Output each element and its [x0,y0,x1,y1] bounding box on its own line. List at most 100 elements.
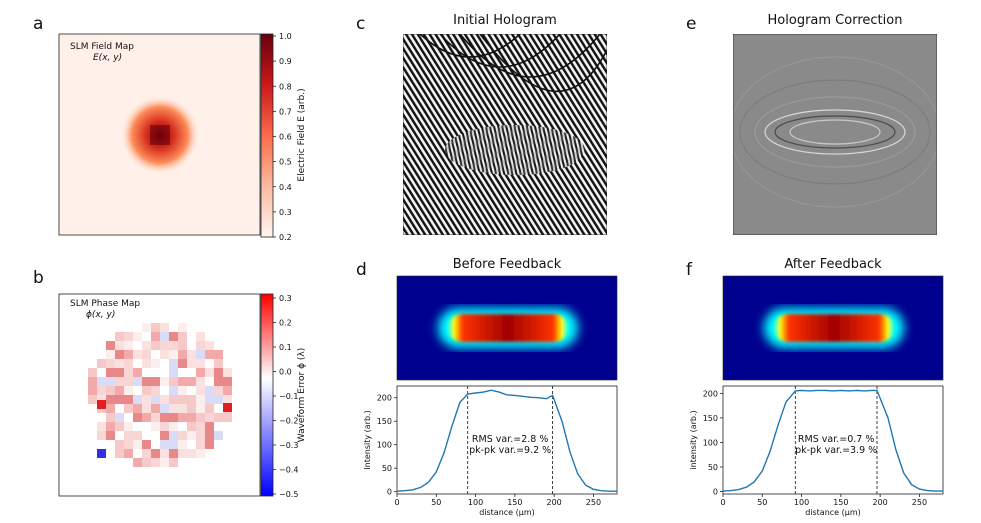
phase-pixel [178,350,187,359]
phase-pixel [178,404,187,413]
phase-pixel [124,386,133,395]
phase-pixel [115,368,124,377]
phase-pixel [88,377,97,386]
phase-pixel [106,368,115,377]
title-initial-hologram: Initial Hologram [453,13,557,28]
panel-letter-b: b [33,268,44,288]
phase-pixel [133,341,142,350]
field-map-label: SLM Field Map [70,42,134,52]
phase-colorbar-tick-label: 0.1 [279,343,292,352]
phase-pixel [169,386,178,395]
phase-pixel [151,377,160,386]
title-before-feedback: Before Feedback [452,257,562,272]
phase-pixel [169,413,178,422]
phase-pixel [133,395,142,404]
variance-annotation: pk-pk var.=3.9 % [795,445,877,456]
phase-pixel [187,413,196,422]
phase-pixel [169,404,178,413]
phase-pixel [187,350,196,359]
phase-pixel [151,332,160,341]
variance-annotation: pk-pk var.=9.2 % [469,445,551,456]
phase-pixel [142,422,151,431]
phase-map-label: SLM Phase Map [70,299,140,309]
phase-map [58,293,261,497]
phase-pixel [187,431,196,440]
title-after-feedback: After Feedback [784,257,882,272]
phase-pixel [88,413,97,422]
phase-pixel [187,332,196,341]
phase-pixel [106,413,115,422]
phase-pixel [88,404,97,413]
x-axis-label: distance (μm) [479,508,535,517]
phase-pixel [97,413,106,422]
phase-pixel [169,422,178,431]
y-tick-label: 0 [387,488,392,497]
phase-pixel [133,377,142,386]
x-tick-label: 100 [468,498,483,507]
phase-pixel [187,404,196,413]
phase-pixel [133,404,142,413]
phase-pixel [205,377,214,386]
phase-pixel [160,350,169,359]
phase-pixel [106,395,115,404]
phase-pixel [169,395,178,404]
phase-pixel [187,395,196,404]
phase-pixel [160,341,169,350]
phase-pixel [106,404,115,413]
phase-pixel [133,449,142,458]
phase-pixel [169,341,178,350]
phase-pixel [205,413,214,422]
phase-pixel [151,440,160,449]
phase-pixel [97,359,106,368]
phase-pixel [115,377,124,386]
phase-pixel [214,377,223,386]
phase-pixel [151,431,160,440]
phase-pixel [178,440,187,449]
x-tick-label: 250 [586,498,601,507]
x-tick-label: 0 [720,498,725,507]
phase-pixel [115,332,124,341]
phase-pixel [214,386,223,395]
phase-pixel [124,440,133,449]
phase-pixel [151,386,160,395]
phase-pixel [106,422,115,431]
phase-pixel [124,413,133,422]
phase-pixel [178,422,187,431]
phase-pixel [214,404,223,413]
phase-pixel [115,341,124,350]
phase-pixel [178,359,187,368]
phase-pixel [160,404,169,413]
variance-annotation: RMS var.=0.7 % [798,434,874,445]
x-axis-label: distance (μm) [805,508,861,517]
phase-pixel [97,449,106,458]
phase-pixel [88,395,97,404]
phase-pixel [151,422,160,431]
phase-pixel [151,359,160,368]
phase-pixel [205,368,214,377]
phase-pixel [115,386,124,395]
phase-pixel [169,350,178,359]
phase-pixel [187,422,196,431]
phase-pixel [214,368,223,377]
phase-colorbar-tick-label: −0.1 [279,392,298,401]
phase-pixel [223,386,232,395]
before-feedback-beam-image [396,275,618,381]
phase-pixel [196,395,205,404]
panel-letter-f: f [686,260,692,280]
phase-colorbar-tick-label: −0.3 [279,441,298,450]
phase-pixel [187,386,196,395]
phase-pixel [142,431,151,440]
phase-pixel [115,449,124,458]
x-tick-label: 0 [394,498,399,507]
phase-pixel [196,341,205,350]
phase-pixel [205,404,214,413]
phase-pixel [205,341,214,350]
after-feedback-beam-image [722,275,944,381]
phase-pixel [142,377,151,386]
phase-pixel [160,431,169,440]
y-tick-label: 200 [703,389,718,398]
phase-pixel [151,341,160,350]
phase-pixel [142,404,151,413]
field-colorbar-tick-label: 0.7 [279,107,292,116]
